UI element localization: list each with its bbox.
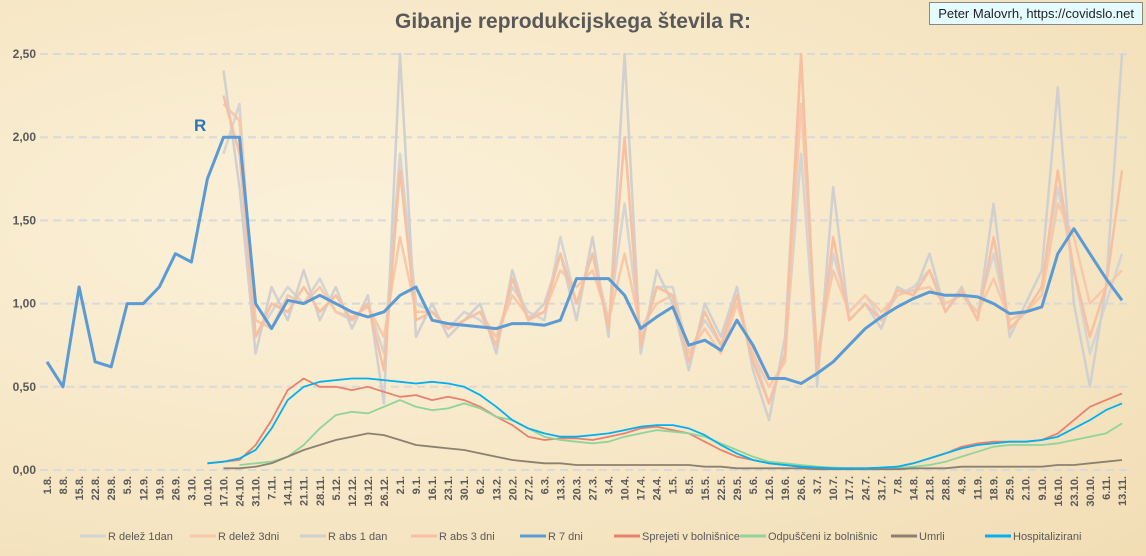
x-tick-label: 3.4.: [604, 476, 616, 494]
x-tick-label: 30.1.: [459, 476, 471, 500]
x-tick-label: 21.8.: [924, 476, 936, 500]
x-tick-label: 14.8.: [908, 476, 920, 500]
x-tick-label: 8.5.: [684, 476, 696, 494]
legend-label: Sprejeti v bolnišnice: [642, 531, 740, 543]
series-line-8: [207, 377, 1123, 470]
legend-label: R abs 3 dni: [439, 531, 495, 543]
x-tick-label: 12.9.: [138, 476, 150, 500]
x-tick-label: 31.10.: [251, 476, 263, 507]
x-tick-label: 3.10.: [186, 476, 198, 500]
x-tick-label: 27.2.: [523, 476, 535, 500]
x-tick-label: 13.3.: [555, 476, 567, 500]
x-tick-label: 22.8.: [90, 476, 102, 500]
x-tick-label: 13.2.: [491, 476, 503, 500]
x-tick-label: 3.7.: [812, 476, 824, 494]
x-tick-label: 25.9.: [1005, 476, 1017, 500]
x-tick-label: 23.10.: [1069, 476, 1081, 507]
legend-label: R delež 3dni: [218, 531, 279, 543]
x-tick-label: 15.5.: [700, 476, 712, 500]
x-tick-label: 20.2.: [507, 476, 519, 500]
x-tick-label: 19.9.: [154, 476, 166, 500]
x-tick-label: 12.12.: [347, 476, 359, 507]
y-tick-label: 2,50: [13, 47, 37, 61]
x-tick-label: 15.8.: [74, 476, 86, 500]
y-tick-label: 0,50: [13, 380, 37, 394]
x-tick-label: 2.10.: [1021, 476, 1033, 500]
x-tick-label: 26.6.: [796, 476, 808, 500]
legend-label: Umrli: [919, 531, 945, 543]
r-annotation: R: [194, 116, 206, 135]
x-tick-label: 24.7.: [860, 476, 872, 500]
x-tick-label: 17.4.: [636, 476, 648, 500]
x-tick-label: 26.12.: [379, 476, 391, 507]
x-tick-label: 16.10.: [1053, 476, 1065, 507]
x-tick-label: 17.10.: [218, 476, 230, 507]
x-tick-label: 5.9.: [122, 476, 134, 494]
legend-label: R abs 1 dan: [328, 531, 387, 543]
legend-label: R 7 dni: [548, 531, 583, 543]
y-tick-label: 2,00: [13, 130, 37, 144]
x-tick-label: 24.4.: [652, 476, 664, 500]
x-tick-label: 6.2.: [475, 476, 487, 494]
x-tick-label: 1.5.: [668, 476, 680, 494]
x-tick-label: 27.3.: [588, 476, 600, 500]
y-tick-label: 1,00: [13, 297, 37, 311]
x-tick-label: 9.10.: [1037, 476, 1049, 500]
x-tick-label: 13.11.: [1117, 476, 1129, 506]
y-tick-label: 1,50: [13, 213, 37, 227]
series-line-4: [45, 135, 1124, 389]
x-tick-label: 10.10.: [202, 476, 214, 507]
series-line-5: [207, 377, 1123, 470]
x-tick-label: 20.3.: [571, 476, 583, 500]
x-tick-label: 10.4.: [620, 476, 632, 500]
x-tick-label: 16.1.: [427, 476, 439, 500]
legend-label: Odpuščeni iz bolnišnic: [768, 531, 878, 543]
x-tick-label: 7.8.: [892, 476, 904, 494]
x-tick-label: 11.9.: [973, 476, 985, 500]
x-tick-label: 4.9.: [957, 476, 969, 494]
x-tick-label: 19.12.: [363, 476, 375, 507]
x-tick-label: 29.5.: [732, 476, 744, 500]
x-tick-label: 17.7.: [844, 476, 856, 500]
x-tick-label: 9.1.: [411, 476, 423, 494]
x-tick-label: 14.11.: [283, 476, 295, 506]
chart-title: Gibanje reprodukcijskega števila R:: [395, 10, 751, 33]
series-line-2: [222, 52, 1124, 422]
x-tick-label: 8.8.: [58, 476, 70, 494]
x-tick-label: 29.8.: [106, 476, 118, 500]
x-tick-label: 5.12.: [331, 476, 343, 500]
x-tick-label: 6.3.: [539, 476, 551, 494]
x-tick-label: 30.10.: [1085, 476, 1097, 507]
x-tick-label: 23.1.: [443, 476, 455, 500]
x-tick-label: 19.6.: [780, 476, 792, 500]
x-tick-label: 12.6.: [764, 476, 776, 500]
x-tick-label: 24.10.: [235, 476, 247, 507]
x-tick-label: 18.9.: [989, 476, 1001, 500]
x-tick-label: 22.5.: [716, 476, 728, 500]
x-tick-label: 10.7.: [828, 476, 840, 500]
x-tick-label: 28.11.: [315, 476, 327, 506]
x-tick-label: 5.6.: [748, 476, 760, 494]
series-line-7: [223, 432, 1123, 471]
legend-label: Hospitalizirani: [1013, 531, 1081, 543]
x-tick-label: 6.11.: [1101, 476, 1113, 500]
series-line-3: [222, 52, 1124, 405]
x-tick-label: 2.1.: [395, 476, 407, 494]
x-tick-label: 26.9.: [170, 476, 182, 500]
x-tick-label: 28.8.: [941, 476, 953, 500]
y-tick-label: 0,00: [13, 463, 37, 477]
x-tick-label: 31.7.: [876, 476, 888, 500]
legend-label: R delež 1dan: [108, 531, 173, 543]
x-tick-label: 21.11.: [299, 476, 311, 506]
series-line-6: [239, 399, 1123, 470]
x-tick-label: 1.8.: [42, 476, 54, 494]
x-tick-label: 7.11.: [267, 476, 279, 500]
credit-box: Peter Malovrh, https://covidslo.net: [929, 2, 1143, 25]
